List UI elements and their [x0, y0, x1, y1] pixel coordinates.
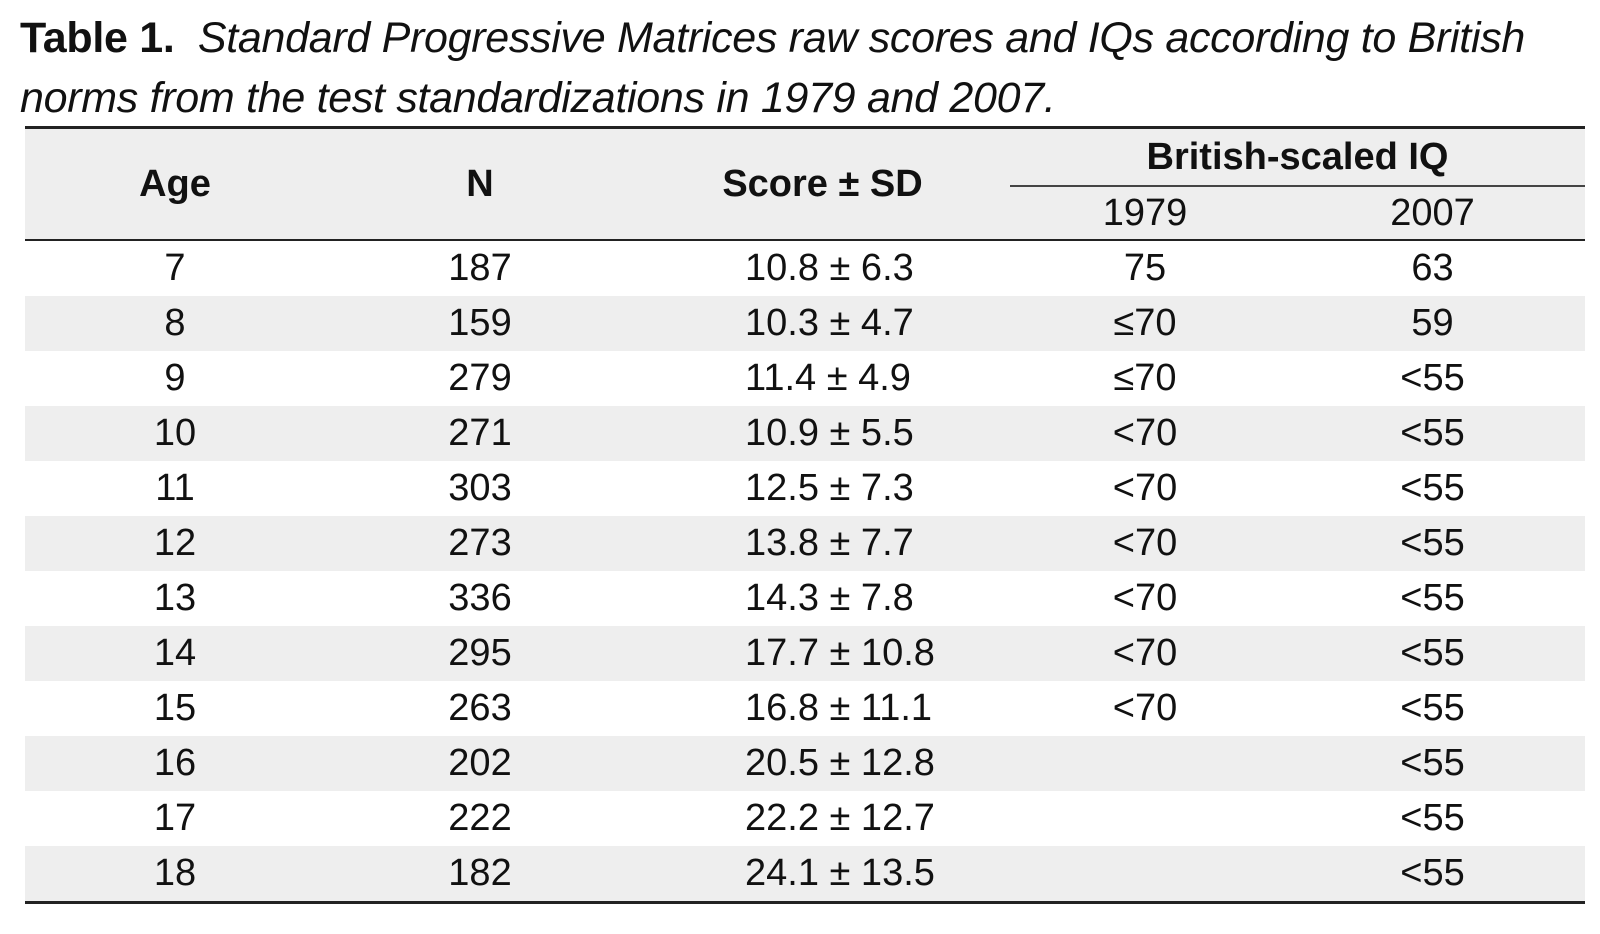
cell-n: 336 — [448, 577, 512, 619]
cell-n: 187 — [448, 247, 512, 289]
cell-n: 271 — [325, 406, 635, 461]
cell-n: 273 — [325, 516, 635, 571]
table-row: 10 271 10.9 ± 5.5 <70 <55 — [25, 406, 1586, 461]
cell-iq-2007: <55 — [1400, 357, 1465, 399]
cell-score: 12.5 ± 7.3 — [745, 467, 914, 509]
cell-iq-2007: 63 — [1411, 247, 1454, 289]
cell-iq-1979: <70 — [1010, 626, 1280, 681]
cell-iq-2007: <55 — [1280, 516, 1586, 571]
cell-iq-2007: <55 — [1400, 687, 1465, 729]
table-row: 18 182 24.1 ± 13.5 <55 — [25, 846, 1586, 904]
table-row: 15 263 16.8 ± 11.1 <70 <55 — [25, 681, 1585, 736]
cell-iq-2007: <55 — [1280, 626, 1586, 681]
cell-score: 24.1 ± 13.5 — [635, 846, 1010, 904]
table-row: 7 187 10.8 ± 6.3 75 63 — [25, 240, 1585, 296]
cell-iq-1979: 75 — [1123, 247, 1167, 289]
cell-iq-1979: <70 — [1112, 467, 1178, 509]
cell-score: 13.8 ± 7.7 — [635, 516, 1010, 571]
table-caption: Table 1. Standard Progressive Matrices r… — [20, 8, 1590, 128]
cell-iq-2007: <55 — [1280, 406, 1586, 461]
header-1979: 1979 — [1010, 186, 1280, 241]
cell-n: 263 — [448, 687, 512, 729]
cell-n: 303 — [448, 467, 512, 509]
cell-age: 13 — [153, 577, 197, 619]
cell-iq-2007: <55 — [1400, 797, 1465, 839]
cell-age: 18 — [25, 846, 325, 904]
table-row: 9 279 11.4 ± 4.9 ≤70 <55 — [25, 351, 1585, 406]
header-british-scaled-iq: British-scaled IQ — [1010, 126, 1586, 187]
cell-n: 295 — [325, 626, 635, 681]
table-header: Age N Score ± SD British-scaled IQ 1979 … — [25, 126, 1586, 241]
cell-iq-1979: <70 — [1010, 516, 1280, 571]
data-table: Age N Score ± SD British-scaled IQ 1979 … — [25, 126, 1586, 904]
table-row: 16 202 20.5 ± 12.8 <55 — [25, 736, 1586, 791]
cell-age: 7 — [164, 247, 186, 289]
cell-iq-2007: <55 — [1280, 846, 1586, 904]
table-row: 11 303 12.5 ± 7.3 <70 <55 — [25, 461, 1585, 516]
cell-score: 10.9 ± 5.5 — [635, 406, 1010, 461]
cell-score: 14.3 ± 7.8 — [745, 577, 914, 619]
cell-age: 14 — [25, 626, 325, 681]
cell-iq-1979 — [1010, 846, 1280, 904]
caption-text: Standard Progressive Matrices raw scores… — [20, 14, 1526, 122]
table-row: 13 336 14.3 ± 7.8 <70 <55 — [25, 571, 1585, 626]
caption-label: Table 1. — [20, 14, 175, 62]
cell-n: 202 — [325, 736, 635, 791]
cell-iq-2007: <55 — [1400, 577, 1465, 619]
cell-iq-2007: <55 — [1280, 736, 1586, 791]
cell-iq-1979: <70 — [1112, 577, 1178, 619]
cell-iq-1979: <70 — [1010, 406, 1280, 461]
cell-age: 10 — [25, 406, 325, 461]
cell-iq-1979 — [1010, 736, 1280, 791]
header-2007: 2007 — [1280, 186, 1586, 241]
cell-n: 182 — [325, 846, 635, 904]
table-row: 14 295 17.7 ± 10.8 <70 <55 — [25, 626, 1586, 681]
table-body: 7 187 10.8 ± 6.3 75 63 8 159 10.3 ± 4.7 … — [25, 240, 1586, 904]
cell-n: 159 — [325, 296, 635, 351]
cell-score: 22.2 ± 12.7 — [745, 797, 935, 839]
cell-score: 20.5 ± 12.8 — [635, 736, 1010, 791]
cell-iq-2007: <55 — [1400, 467, 1465, 509]
cell-age: 16 — [25, 736, 325, 791]
cell-iq-1979: <70 — [1112, 687, 1178, 729]
cell-age: 12 — [25, 516, 325, 571]
table-row: 8 159 10.3 ± 4.7 ≤70 59 — [25, 296, 1586, 351]
header-n: N — [325, 126, 635, 241]
cell-n: 279 — [448, 357, 512, 399]
cell-age: 17 — [153, 797, 197, 839]
cell-iq-1979: ≤70 — [1113, 357, 1177, 399]
cell-score: 17.7 ± 10.8 — [635, 626, 1010, 681]
cell-age: 9 — [164, 357, 186, 399]
table-row: 17 222 22.2 ± 12.7 <55 — [25, 791, 1585, 846]
cell-score: 16.8 ± 11.1 — [745, 687, 933, 729]
cell-iq-1979: ≤70 — [1010, 296, 1280, 351]
cell-score: 10.8 ± 6.3 — [745, 247, 914, 289]
cell-age: 11 — [155, 467, 195, 509]
cell-iq-2007: 59 — [1280, 296, 1586, 351]
header-age: Age — [25, 126, 325, 241]
cell-n: 222 — [448, 797, 512, 839]
cell-score: 10.3 ± 4.7 — [635, 296, 1010, 351]
header-score: Score ± SD — [635, 126, 1010, 241]
cell-score: 11.4 ± 4.9 — [745, 357, 911, 399]
table-row: 12 273 13.8 ± 7.7 <70 <55 — [25, 516, 1586, 571]
cell-iq-1979 — [1010, 791, 1280, 846]
cell-age: 15 — [153, 687, 197, 729]
cell-age: 8 — [25, 296, 325, 351]
